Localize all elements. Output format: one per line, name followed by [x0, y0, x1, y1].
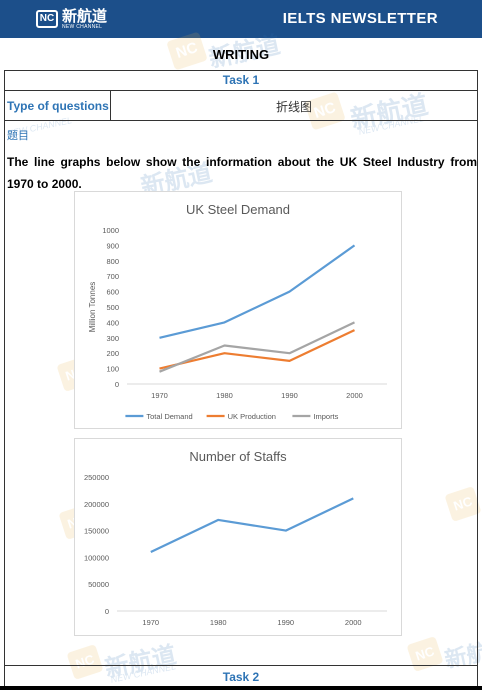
y-tick-label: 600	[106, 288, 119, 297]
legend-label: Total Demand	[146, 412, 192, 421]
y-tick-label: 1000	[102, 226, 119, 235]
question-label: 题目	[7, 129, 29, 142]
bottom-border	[0, 686, 482, 690]
newsletter-title: IELTS NEWSLETTER	[282, 10, 438, 27]
x-tick-label: 1980	[216, 391, 233, 400]
y-tick-label: 300	[106, 334, 119, 343]
y-tick-label: 900	[106, 241, 119, 250]
x-tick-label: 1990	[281, 391, 298, 400]
y-tick-label: 700	[106, 272, 119, 281]
y-tick-label: 200	[106, 349, 119, 358]
chart-title: Number of Staffs	[189, 449, 287, 464]
y-tick-label: 400	[106, 318, 119, 327]
task-table: Task 1 Type of questions 折线图 题目 The line…	[4, 70, 478, 690]
steel-demand-chart: UK Steel Demand 0 100 200 300 400 500 600 700 800…	[74, 191, 402, 429]
section-title: WRITING	[212, 47, 270, 62]
legend-label: UK Production	[228, 412, 276, 421]
task1-heading: Task 1	[5, 71, 477, 91]
chart-title: UK Steel Demand	[186, 202, 290, 217]
question-type-value: 折线图	[275, 100, 312, 114]
series-line	[159, 321, 355, 373]
x-tick-label: 2000	[345, 618, 362, 627]
y-tick-label: 250000	[84, 473, 109, 482]
y-axis-title: Million Tonnes	[88, 282, 97, 333]
x-tick-label: 1970	[142, 618, 159, 627]
y-tick-label: 50000	[88, 580, 109, 589]
newsletter-header: NC 新航道 NEW CHANNEL IELTS NEWSLETTER	[0, 0, 482, 38]
staff-number-chart: Number of Staffs 0 50000 100000 150000 200000…	[74, 438, 402, 636]
y-tick-label: 100000	[84, 553, 109, 562]
task1-prompt: The line graphs below show the informati…	[7, 155, 477, 191]
x-tick-label: 2000	[346, 391, 363, 400]
series-line	[159, 329, 355, 370]
legend-label: Imports	[313, 412, 338, 421]
y-tick-label: 500	[106, 303, 119, 312]
nc-badge-icon: NC	[36, 10, 58, 28]
steel-demand-chart-svg: UK Steel Demand 0 100 200 300 400 500 600 700 800…	[88, 202, 387, 421]
new-channel-logo: NC 新航道 NEW CHANNEL	[36, 6, 107, 32]
question-type-label: Type of questions	[5, 91, 111, 120]
staff-number-chart-svg: Number of Staffs 0 50000 100000 150000 200000…	[84, 449, 387, 627]
x-tick-label: 1990	[277, 618, 294, 627]
logo-english-text: NEW CHANNEL	[62, 24, 103, 30]
logo-chinese-text: 新航道	[62, 7, 108, 25]
y-tick-label: 0	[115, 380, 119, 389]
y-tick-label: 100	[106, 365, 119, 374]
series-line	[150, 497, 354, 553]
task2-heading: Task 2	[5, 665, 477, 689]
question-type-row: Type of questions 折线图	[5, 91, 477, 121]
x-tick-label: 1970	[151, 391, 168, 400]
y-tick-label: 0	[105, 607, 109, 616]
y-tick-label: 150000	[84, 527, 109, 536]
y-tick-label: 200000	[84, 500, 109, 509]
series-line	[159, 244, 356, 339]
x-tick-label: 1980	[210, 618, 227, 627]
y-tick-label: 800	[106, 257, 119, 266]
